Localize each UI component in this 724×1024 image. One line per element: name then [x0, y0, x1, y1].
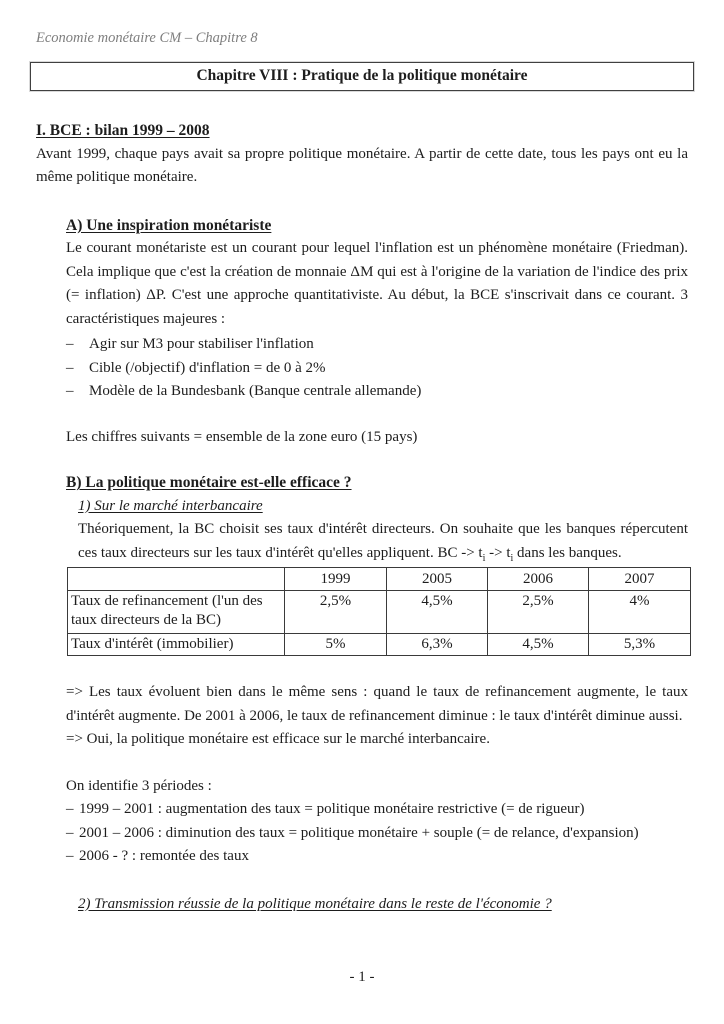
paragraph-conclusion-2: => Oui, la politique monétaire est effic… [66, 731, 490, 747]
table-cell: 5,3% [588, 633, 691, 656]
table-row: Taux d'intérêt (immobilier) 5% 6,3% 4,5%… [67, 633, 691, 656]
table-cell: 2,5% [487, 590, 589, 634]
list-item: –1999 – 2001 : augmentation des taux = p… [66, 798, 688, 822]
list-item-text: Cible (/objectif) d'inflation = de 0 à 2… [89, 359, 326, 376]
paragraph-note: Les chiffres suivants = ensemble de la z… [66, 428, 418, 445]
list-item: –2006 - ? : remontée des taux [66, 845, 688, 869]
heading-subsection-1: 1) Sur le marché interbancaire [78, 497, 263, 514]
page-number: - 1 - [349, 969, 375, 985]
paragraph-conclusion-1: => Les taux évoluent bien dans le même s… [66, 684, 688, 724]
subscript-i: i [510, 552, 514, 564]
text-segment: -> t [485, 544, 511, 561]
table-cell: 2,5% [284, 590, 387, 634]
table-year-header: 2006 [487, 567, 589, 591]
running-header: Economie monétaire CM – Chapitre 8 [36, 30, 258, 46]
table-year-header: 1999 [284, 567, 387, 591]
row-label: Taux de refinancement (l'un des taux dir… [67, 590, 285, 634]
table-header-row: 1999 2005 2006 2007 [67, 567, 691, 591]
bullet-dash: – [66, 383, 74, 399]
bullet-dash: – [66, 336, 74, 352]
paragraph-periods-intro: On identifie 3 périodes : [66, 777, 212, 794]
list-item: – Agir sur M3 pour stabiliser l'inflation [66, 333, 688, 357]
list-item: –2001 – 2006 : diminution des taux = pol… [66, 822, 688, 846]
list-item: – Cible (/objectif) d'inflation = de 0 à … [66, 357, 688, 381]
list-item-text: Agir sur M3 pour stabiliser l'inflation [89, 336, 314, 352]
table-cell: 6,3% [386, 633, 488, 656]
paragraph-section-A: Le courant monétariste est un courant po… [66, 240, 688, 327]
table-cell: 4,5% [487, 633, 589, 656]
heading-section-I: I. BCE : bilan 1999 – 2008 [36, 122, 210, 139]
list-item-text: 1999 – 2001 : augmentation des taux = po… [79, 801, 585, 817]
text-segment: dans les banques. [513, 544, 622, 561]
table-row: Taux de refinancement (l'un des taux dir… [67, 590, 691, 634]
table-year-header: 2007 [588, 567, 691, 591]
subscript-i: i [482, 552, 486, 564]
text-segment: Théoriquement, la BC choisit ses taux d'… [78, 521, 688, 561]
table-cell: 4,5% [386, 590, 488, 634]
chapter-title-box: Chapitre VIII : Pratique de la politique… [30, 62, 694, 91]
heading-section-B: B) La politique monétaire est-elle effic… [66, 474, 352, 491]
chapter-title: Chapitre VIII : Pratique de la politique… [196, 67, 528, 84]
list-item-text: 2006 - ? : remontée des taux [79, 848, 249, 864]
paragraph-intro: Avant 1999, chaque pays avait sa propre … [36, 145, 688, 186]
bullet-dash: – [66, 848, 74, 864]
heading-subsection-2: 2) Transmission réussie de la politique … [78, 895, 552, 912]
bullet-dash: – [66, 824, 74, 841]
table-year-header: 2005 [386, 567, 488, 591]
row-label: Taux d'intérêt (immobilier) [67, 633, 285, 656]
table-cell: 4% [588, 590, 691, 634]
rates-table: 1999 2005 2006 2007 Taux de refinancemen… [67, 567, 691, 656]
list-item-text: 2001 – 2006 : diminution des taux = poli… [79, 824, 639, 841]
table-corner-cell [67, 567, 285, 591]
list-item: – Modèle de la Bundesbank (Banque central… [66, 380, 688, 404]
bullet-dash: – [66, 359, 74, 376]
heading-section-A: A) Une inspiration monétariste [66, 216, 272, 234]
bullet-dash: – [66, 801, 74, 817]
list-item-text: Modèle de la Bundesbank (Banque centrale… [89, 383, 422, 399]
table-cell: 5% [284, 633, 387, 656]
paragraph-subsection-1: Théoriquement, la BC choisit ses taux d'… [78, 518, 688, 565]
